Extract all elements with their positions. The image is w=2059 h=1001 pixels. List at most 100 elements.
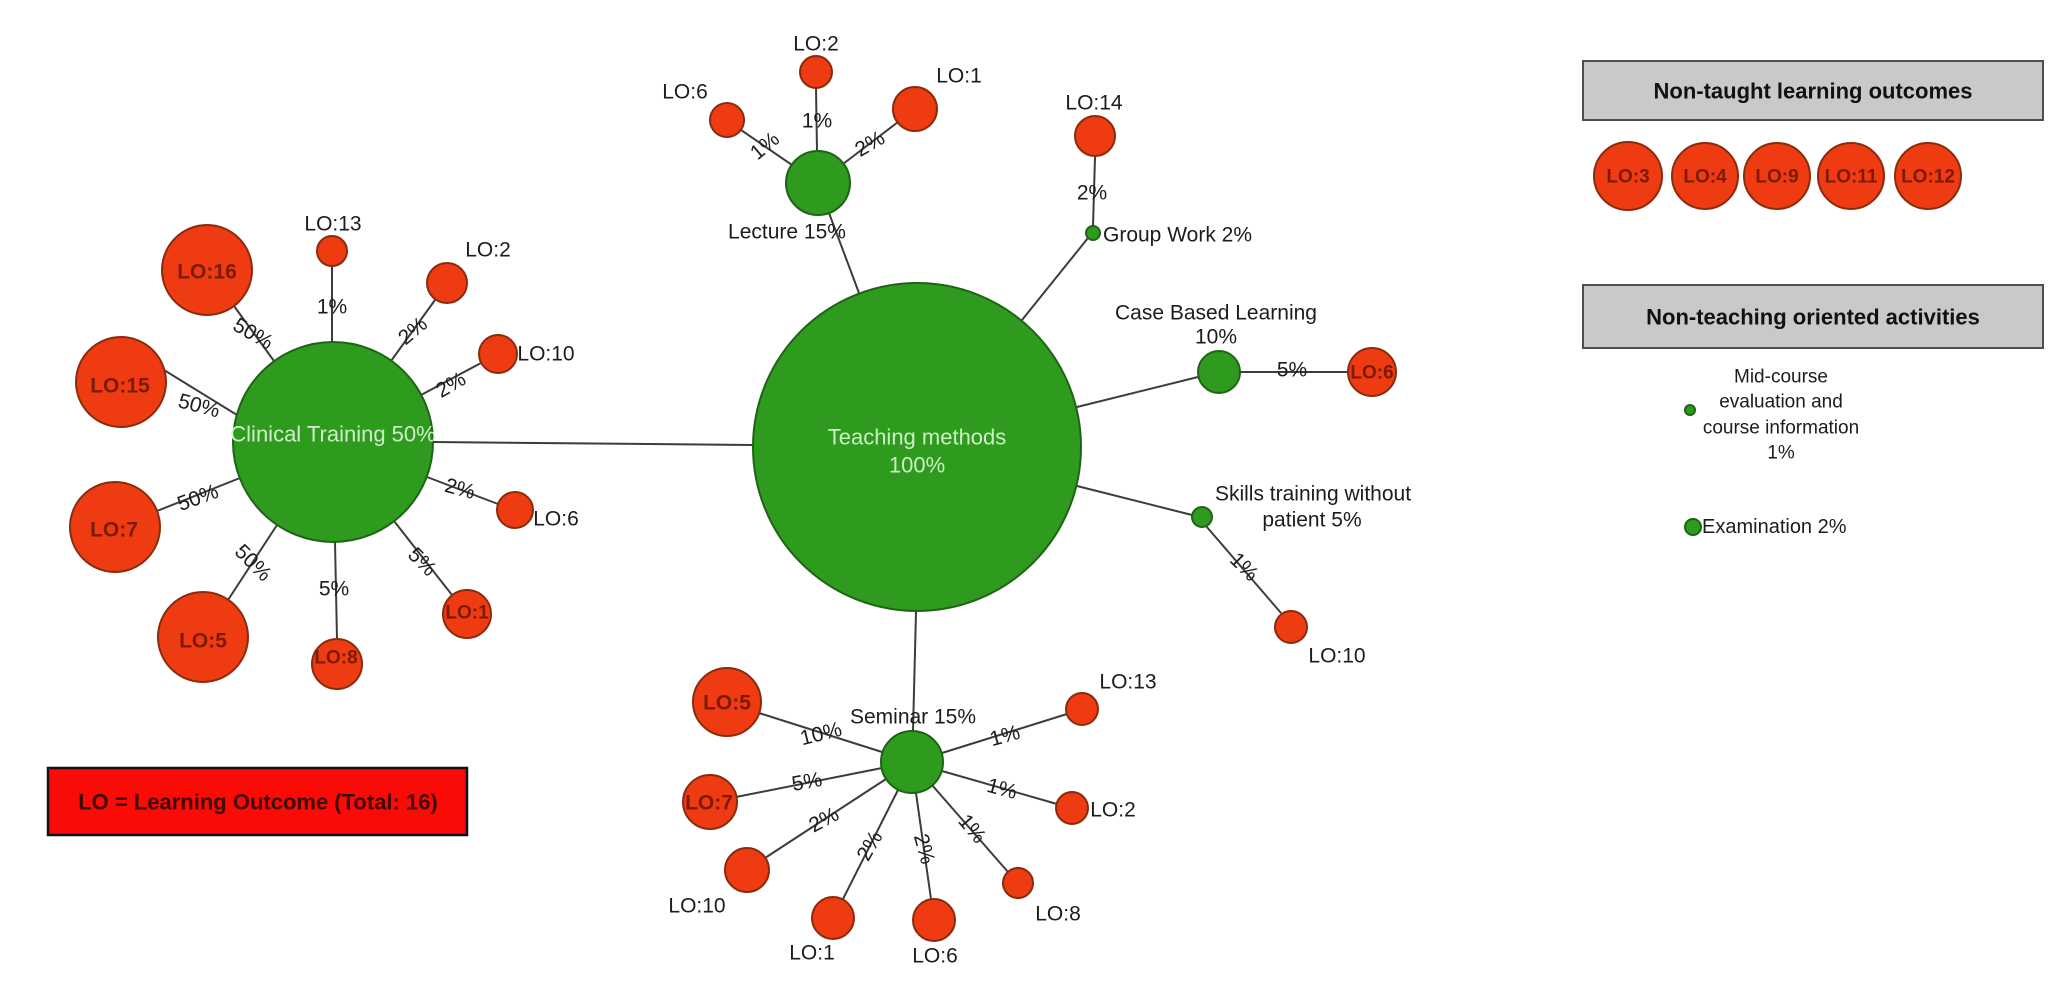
lo-circle bbox=[75, 336, 167, 428]
edge-seminar-lo10 bbox=[764, 778, 887, 859]
edge-seminar-lo8 bbox=[931, 784, 1009, 873]
edge-weight-label: 2% bbox=[394, 312, 432, 349]
lo-circle bbox=[1002, 867, 1034, 899]
seminar-node bbox=[880, 730, 944, 794]
lo-circle bbox=[709, 102, 745, 138]
examination-label: Examination 2% bbox=[1702, 516, 1847, 538]
edge-clinical-lo2 bbox=[390, 299, 436, 362]
case-based-label-line2: 10% bbox=[1195, 326, 1237, 349]
skills-label-line1: Skills training without bbox=[1215, 483, 1411, 506]
lo-label: LO:9 bbox=[1755, 167, 1798, 188]
edge-seminar-teaching bbox=[912, 611, 917, 732]
lo-label: LO:2 bbox=[1090, 799, 1136, 822]
mid-course-label-line1: Mid-course bbox=[1734, 367, 1828, 388]
edge-clinical-lo15 bbox=[163, 369, 238, 416]
edge-weight-label: 50% bbox=[229, 314, 277, 355]
lo-label: LO:6 bbox=[662, 81, 708, 104]
group-work-label: Group Work 2% bbox=[1103, 224, 1252, 247]
non-teaching-header-label: Non-teaching oriented activities bbox=[1646, 305, 1980, 330]
lo-circle bbox=[161, 224, 253, 316]
lecture-node bbox=[785, 150, 851, 216]
edge-seminar-lo7 bbox=[735, 767, 883, 798]
lo-label: LO:2 bbox=[793, 33, 839, 56]
lo-circle bbox=[1074, 115, 1116, 157]
mid-course-label-line3: course information bbox=[1703, 418, 1859, 439]
lo-circle bbox=[682, 774, 738, 830]
lo-circle bbox=[1593, 141, 1663, 211]
mid-course-label-line4: 1% bbox=[1767, 443, 1795, 464]
edge-weight-label: 5% bbox=[319, 578, 349, 601]
lo-label: LO:15 bbox=[90, 375, 150, 398]
edge-weight-label: 1% bbox=[746, 127, 784, 164]
lo-label: LO:5 bbox=[179, 630, 227, 653]
lo-circle bbox=[692, 667, 762, 737]
teaching-methods-label-line2: 100% bbox=[889, 453, 945, 478]
clinical-cluster: LO:16 LO:13 LO:2 LO:10 LO:6 LO:1 LO:8 LO… bbox=[69, 213, 579, 690]
lo-label: LO:6 bbox=[1350, 363, 1393, 384]
edge-weight-label: 2% bbox=[442, 474, 477, 504]
mid-course-label-line2: evaluation and bbox=[1719, 392, 1843, 413]
lo-circle bbox=[157, 591, 249, 683]
edge-clinical-lo8 bbox=[334, 541, 338, 640]
edge-clinical-lo1 bbox=[393, 520, 453, 596]
edge-weight-label: 10% bbox=[798, 718, 844, 750]
edge-groupwork-lo14 bbox=[1092, 156, 1096, 227]
edge-lecture-lo2 bbox=[815, 87, 818, 152]
group-work-node bbox=[1085, 225, 1101, 241]
lo-label: LO:8 bbox=[314, 648, 357, 669]
seminar-cluster: LO:5 LO:7 LO:10 LO:1 LO:6 LO:8 LO:2 LO:1… bbox=[668, 667, 1157, 968]
lo-key: LO = Learning Outcome (Total: 16) bbox=[46, 766, 469, 837]
edge-weight-label: 5% bbox=[403, 543, 441, 581]
edge-lecture-teaching bbox=[828, 212, 860, 294]
teaching-methods-label-line1: Teaching methods bbox=[828, 425, 1007, 450]
non-teaching-header-box bbox=[1582, 284, 2044, 349]
edge-weight-label: 2% bbox=[805, 803, 843, 838]
edge-skills-lo10 bbox=[1205, 525, 1282, 614]
edge-weight-label: 1% bbox=[984, 774, 1019, 804]
lo-label: LO:13 bbox=[304, 213, 361, 236]
edge-seminar-lo6 bbox=[915, 792, 932, 900]
edge-clinical-lo16 bbox=[233, 305, 275, 362]
lo-circle bbox=[311, 638, 363, 690]
edge-groupwork-teaching bbox=[1021, 237, 1089, 321]
edge-weight-label: 2% bbox=[909, 831, 939, 866]
edge-weight-label: 2% bbox=[851, 126, 889, 161]
edge-weight-label: 1% bbox=[802, 110, 832, 133]
lo-circle bbox=[1817, 142, 1885, 210]
lo-label: LO:6 bbox=[533, 508, 579, 531]
lo-label: LO:5 bbox=[703, 692, 751, 715]
edge-clinical-teaching bbox=[432, 441, 753, 446]
lo-circle bbox=[799, 55, 833, 89]
lo-label: LO:10 bbox=[517, 343, 574, 366]
mid-course-dot bbox=[1684, 404, 1696, 416]
lo-label: LO:7 bbox=[685, 792, 733, 815]
lo-label: LO:1 bbox=[936, 65, 982, 88]
lo-circle bbox=[1065, 692, 1099, 726]
lo-label: LO:2 bbox=[465, 239, 511, 262]
edge-weight-label: 50% bbox=[176, 389, 223, 422]
non-teaching-panel: Non-teaching oriented activities Mid-cou… bbox=[1582, 284, 2044, 538]
edge-lecture-lo6 bbox=[740, 129, 793, 166]
clinical-training-node bbox=[232, 341, 434, 543]
edge-clinical-lo10 bbox=[420, 362, 482, 396]
lo-circle bbox=[316, 235, 348, 267]
lo-circle bbox=[442, 589, 492, 639]
edge-seminar-lo1 bbox=[842, 789, 899, 900]
lo-circle bbox=[69, 481, 161, 573]
lo-circle bbox=[912, 898, 956, 942]
lecture-label: Lecture 15% bbox=[728, 221, 846, 244]
lo-label: LO:4 bbox=[1683, 167, 1727, 188]
non-taught-header-label: Non-taught learning outcomes bbox=[1654, 79, 1973, 104]
lo-label: LO:7 bbox=[90, 519, 138, 542]
lo-circle bbox=[724, 847, 770, 893]
teaching-methods-node: Teaching methods 100% bbox=[752, 282, 1082, 612]
clinical-training-label: Clinical Training 50% bbox=[230, 422, 435, 447]
edge-weight-label: 2% bbox=[1077, 182, 1107, 205]
edge-weight-label: 1% bbox=[317, 296, 347, 319]
case-based-cluster: LO:6 5% Case Based Learning 10% bbox=[1115, 302, 1397, 397]
teaching-methods-circle bbox=[752, 282, 1082, 612]
lo-circle bbox=[1347, 347, 1397, 397]
edge-clinical-lo6 bbox=[426, 476, 499, 505]
lo-circle bbox=[496, 491, 534, 529]
